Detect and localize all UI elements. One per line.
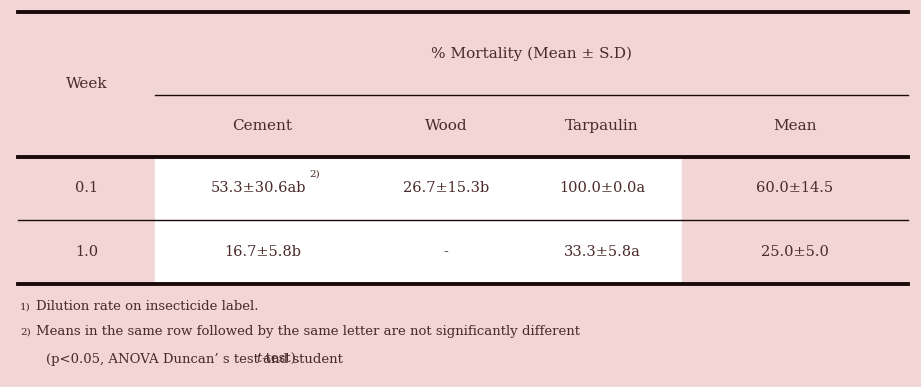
Bar <box>18 12 908 157</box>
Text: Week: Week <box>65 77 108 91</box>
Text: Wood: Wood <box>425 119 467 133</box>
Text: 1): 1) <box>20 303 30 312</box>
Text: -: - <box>444 245 449 259</box>
Text: % Mortality (Mean ± S.D): % Mortality (Mean ± S.D) <box>431 46 632 61</box>
Text: (p<0.05, ANOVA Duncan’ s test and student: (p<0.05, ANOVA Duncan’ s test and studen… <box>46 353 347 365</box>
Text: 2): 2) <box>309 170 321 178</box>
Text: 16.7±5.8b: 16.7±5.8b <box>224 245 301 259</box>
Bar <box>18 157 155 284</box>
Text: 1.0: 1.0 <box>75 245 98 259</box>
Text: Mean: Mean <box>774 119 817 133</box>
Text: 53.3±30.6ab: 53.3±30.6ab <box>211 182 307 195</box>
Text: Means in the same row followed by the same letter are not significantly differen: Means in the same row followed by the sa… <box>36 325 580 339</box>
Text: -test).: -test). <box>261 353 300 365</box>
Text: 2): 2) <box>20 327 30 337</box>
Text: 100.0±0.0a: 100.0±0.0a <box>559 182 645 195</box>
Text: Cement: Cement <box>232 119 293 133</box>
Text: 33.3±5.8a: 33.3±5.8a <box>564 245 640 259</box>
Text: 60.0±14.5: 60.0±14.5 <box>756 182 834 195</box>
Bar <box>155 157 682 284</box>
Text: 26.7±15.3b: 26.7±15.3b <box>402 182 489 195</box>
Text: 25.0±5.0: 25.0±5.0 <box>761 245 829 259</box>
Text: Tarpaulin: Tarpaulin <box>565 119 639 133</box>
Text: Dilution rate on insecticide label.: Dilution rate on insecticide label. <box>36 300 259 313</box>
Text: 0.1: 0.1 <box>75 182 98 195</box>
Text: t: t <box>256 353 262 365</box>
Bar <box>682 157 908 284</box>
